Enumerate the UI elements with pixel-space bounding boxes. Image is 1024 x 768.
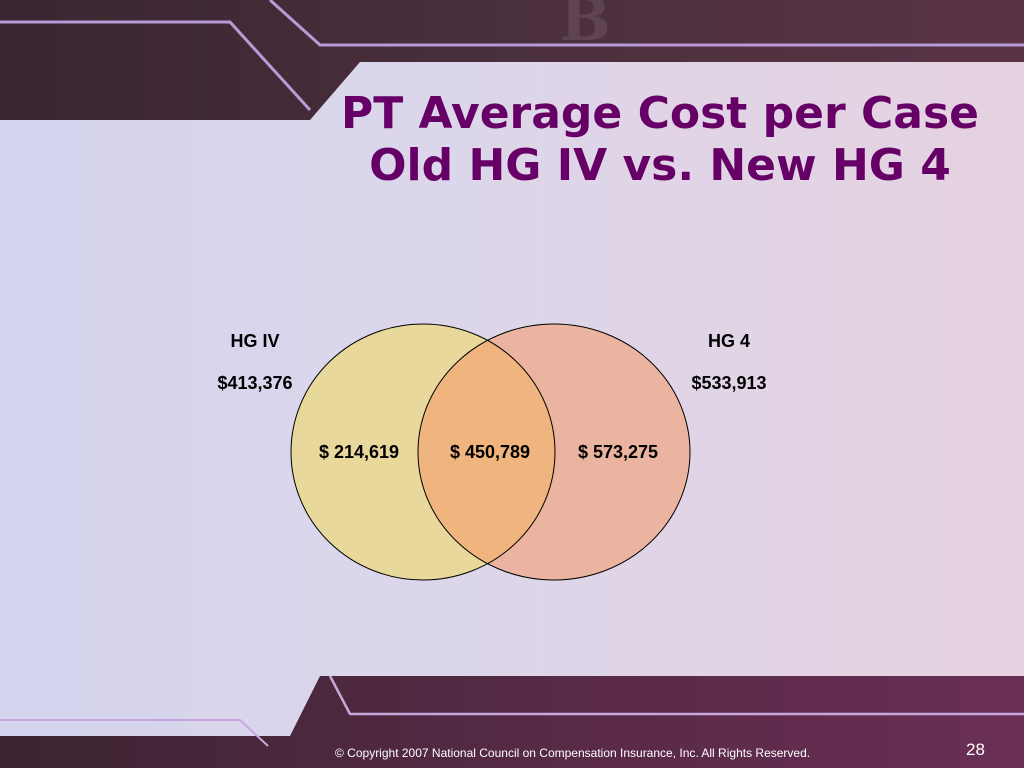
slide-title: PT Average Cost per Case Old HG IV vs. N… [300, 88, 1020, 192]
overlap-value: $ 450,789 [449, 442, 531, 462]
hg-iv-label: HG IV [230, 331, 280, 351]
title-line-1: PT Average Cost per Case [340, 88, 980, 139]
hg-4-total: $533,913 [691, 373, 767, 393]
top-decorative-band: B [0, 0, 1024, 120]
overlap-region [418, 324, 555, 580]
watermark-letter: B [560, 0, 611, 55]
title-line-2: Old HG IV vs. New HG 4 [369, 140, 951, 191]
page-number: 28 [966, 740, 985, 759]
hg-4-label: HG 4 [707, 331, 751, 351]
hg-iv-only-value: $ 214,619 [318, 442, 400, 462]
bottom-decorative-band [0, 676, 1024, 768]
copyright-text: © Copyright 2007 National Council on Com… [335, 746, 811, 760]
hg-4-only-value: $ 573,275 [577, 442, 659, 462]
hg-iv-total: $413,376 [217, 373, 293, 393]
